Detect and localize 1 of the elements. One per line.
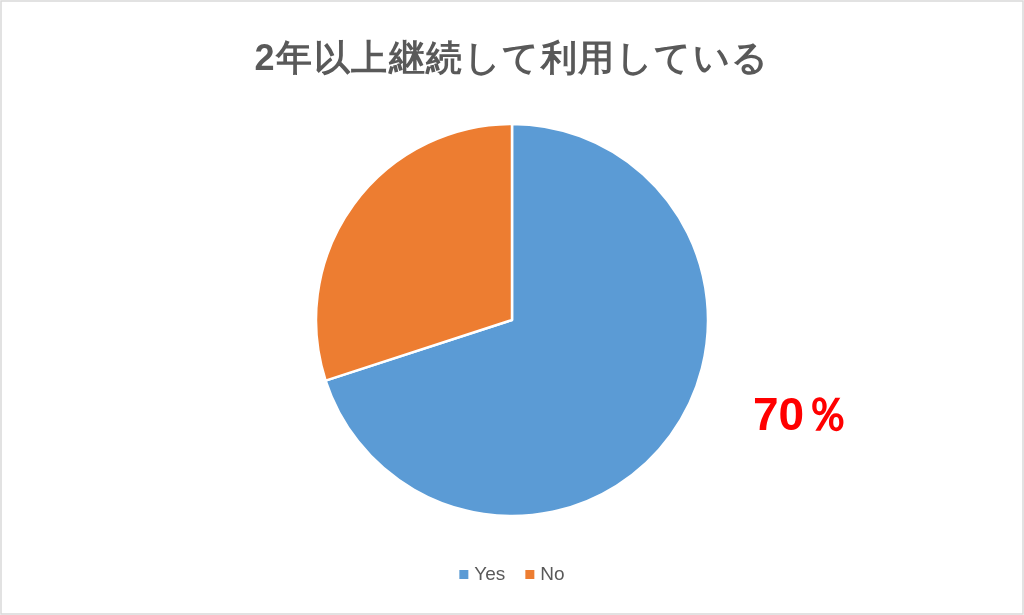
title: 2年以上継続して利用している <box>254 37 770 78</box>
